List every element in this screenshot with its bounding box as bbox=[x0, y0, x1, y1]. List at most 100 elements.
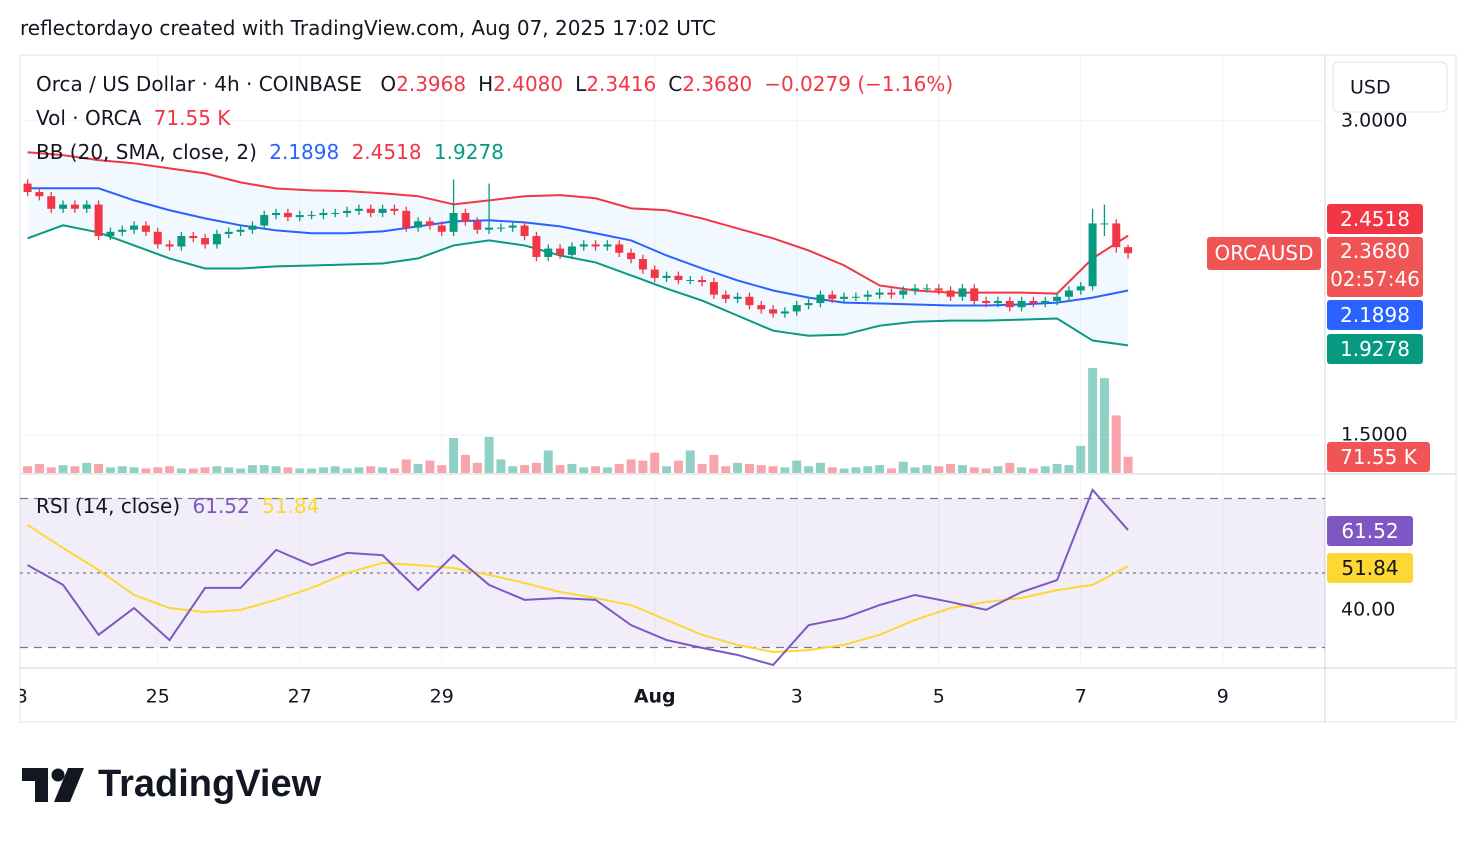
ohlc-label: O bbox=[380, 72, 397, 96]
volume-bar bbox=[58, 465, 68, 473]
candle-body bbox=[982, 300, 991, 304]
candle-body bbox=[106, 231, 115, 237]
candle-body bbox=[177, 236, 186, 247]
rsi-tag: 61.52 bbox=[1327, 516, 1413, 546]
volume-bar bbox=[94, 463, 104, 473]
candle-body bbox=[82, 204, 91, 209]
volume-bar bbox=[496, 459, 506, 473]
candle-body bbox=[47, 196, 56, 209]
candle-body bbox=[236, 229, 245, 232]
volume-bar bbox=[1028, 468, 1038, 473]
candle-body bbox=[922, 288, 931, 290]
candle-body bbox=[567, 246, 576, 255]
x-tick-label: 3 bbox=[791, 686, 803, 708]
volume-bar bbox=[626, 459, 636, 473]
volume-bar bbox=[34, 463, 44, 473]
rsi-name: RSI (14, close) bbox=[36, 494, 181, 518]
ohlc-label: C bbox=[668, 72, 683, 96]
volume-bar bbox=[839, 468, 849, 473]
volume-bar bbox=[579, 467, 589, 473]
volume-bar bbox=[472, 462, 482, 473]
volume-bar bbox=[1017, 467, 1027, 473]
x-tick-label: 23 bbox=[4, 686, 28, 708]
volume-value: 71.55 K bbox=[153, 106, 231, 130]
symbol: Orca / US Dollar · 4h · COINBASE bbox=[36, 72, 362, 96]
bb-lower-value: 1.9278 bbox=[433, 140, 504, 164]
ohlc-value: 2.3968 bbox=[396, 72, 467, 96]
volume-bar bbox=[969, 467, 979, 473]
candle-body bbox=[189, 236, 198, 239]
volume-bar bbox=[827, 467, 837, 473]
volume-bar bbox=[1052, 463, 1062, 473]
candle-body bbox=[816, 294, 825, 304]
ohlc-label: L bbox=[575, 72, 587, 96]
volume-bar bbox=[117, 466, 127, 473]
volume-bar bbox=[105, 467, 115, 473]
volume-bar bbox=[1005, 462, 1015, 473]
candle-body bbox=[828, 294, 837, 299]
candle-body bbox=[1017, 300, 1026, 308]
candle-body bbox=[958, 288, 967, 297]
volume-bar bbox=[1111, 415, 1121, 473]
bb-name: BB (20, SMA, close, 2) bbox=[36, 140, 257, 164]
candle-body bbox=[638, 259, 647, 270]
volume-bar bbox=[662, 466, 672, 473]
ohlc-value: 2.4080 bbox=[493, 72, 564, 96]
volume-bar bbox=[23, 466, 33, 473]
legend-rsi: RSI (14, close) 61.52 51.84 bbox=[36, 494, 325, 518]
candle-body bbox=[733, 296, 742, 299]
candle-body bbox=[1112, 223, 1121, 248]
volume-bar bbox=[721, 466, 731, 473]
ohlc-value: 2.3416 bbox=[586, 72, 657, 96]
volume-bar bbox=[413, 463, 423, 473]
volume-bar bbox=[780, 467, 790, 473]
volume-bar bbox=[508, 466, 518, 473]
candle-body bbox=[650, 269, 659, 278]
volume-bar bbox=[378, 467, 388, 473]
volume-bar bbox=[756, 465, 766, 473]
legend-main: Orca / US Dollar · 4h · COINBASE O2.3968… bbox=[36, 72, 959, 96]
candle-body bbox=[35, 192, 44, 197]
volume-bar bbox=[815, 462, 825, 473]
volume-bar bbox=[863, 466, 873, 473]
bb-upper bbox=[27, 151, 1129, 295]
volume-name: Vol · ORCA bbox=[36, 106, 142, 130]
legend-bb: BB (20, SMA, close, 2) 2.1898 2.4518 1.9… bbox=[36, 140, 510, 164]
time-axis: 23 25 27 29 Aug 3 5 7 9 bbox=[4, 686, 1229, 708]
candle-body bbox=[698, 280, 707, 283]
candle-body bbox=[674, 275, 683, 281]
volume-bar bbox=[638, 460, 648, 473]
ohlc-value: 2.3680 bbox=[682, 72, 753, 96]
volume-bar bbox=[543, 450, 553, 473]
plot bbox=[20, 55, 1325, 668]
volume-bar bbox=[768, 466, 778, 473]
volume-bar bbox=[673, 460, 683, 473]
volume-bar bbox=[165, 466, 175, 473]
volume-bar bbox=[449, 438, 459, 473]
volume-bar bbox=[981, 468, 991, 473]
volume-bar bbox=[401, 459, 411, 473]
currency-button[interactable] bbox=[1332, 61, 1448, 113]
candle-body bbox=[1053, 296, 1062, 301]
x-tick-label: 5 bbox=[933, 686, 945, 708]
currency-label[interactable]: USD bbox=[1350, 77, 1391, 99]
volume-bar bbox=[129, 467, 139, 473]
candle-body bbox=[851, 296, 860, 298]
volume-bar bbox=[697, 463, 707, 473]
volume-bar bbox=[886, 468, 896, 473]
volume-bar bbox=[153, 467, 163, 473]
volume-bar bbox=[934, 466, 944, 473]
volume-bar bbox=[1040, 466, 1050, 473]
candle-body bbox=[804, 303, 813, 306]
volume-bar bbox=[614, 463, 624, 473]
candle-body bbox=[59, 204, 68, 209]
candle-body bbox=[579, 244, 588, 247]
volume-bar bbox=[484, 436, 494, 473]
candle-body bbox=[118, 229, 127, 232]
volume-bar bbox=[354, 467, 364, 473]
volume-bar bbox=[70, 466, 80, 473]
candle-body bbox=[709, 282, 718, 295]
candle-body bbox=[970, 288, 979, 301]
rsi-ma-value: 51.84 bbox=[262, 494, 320, 518]
